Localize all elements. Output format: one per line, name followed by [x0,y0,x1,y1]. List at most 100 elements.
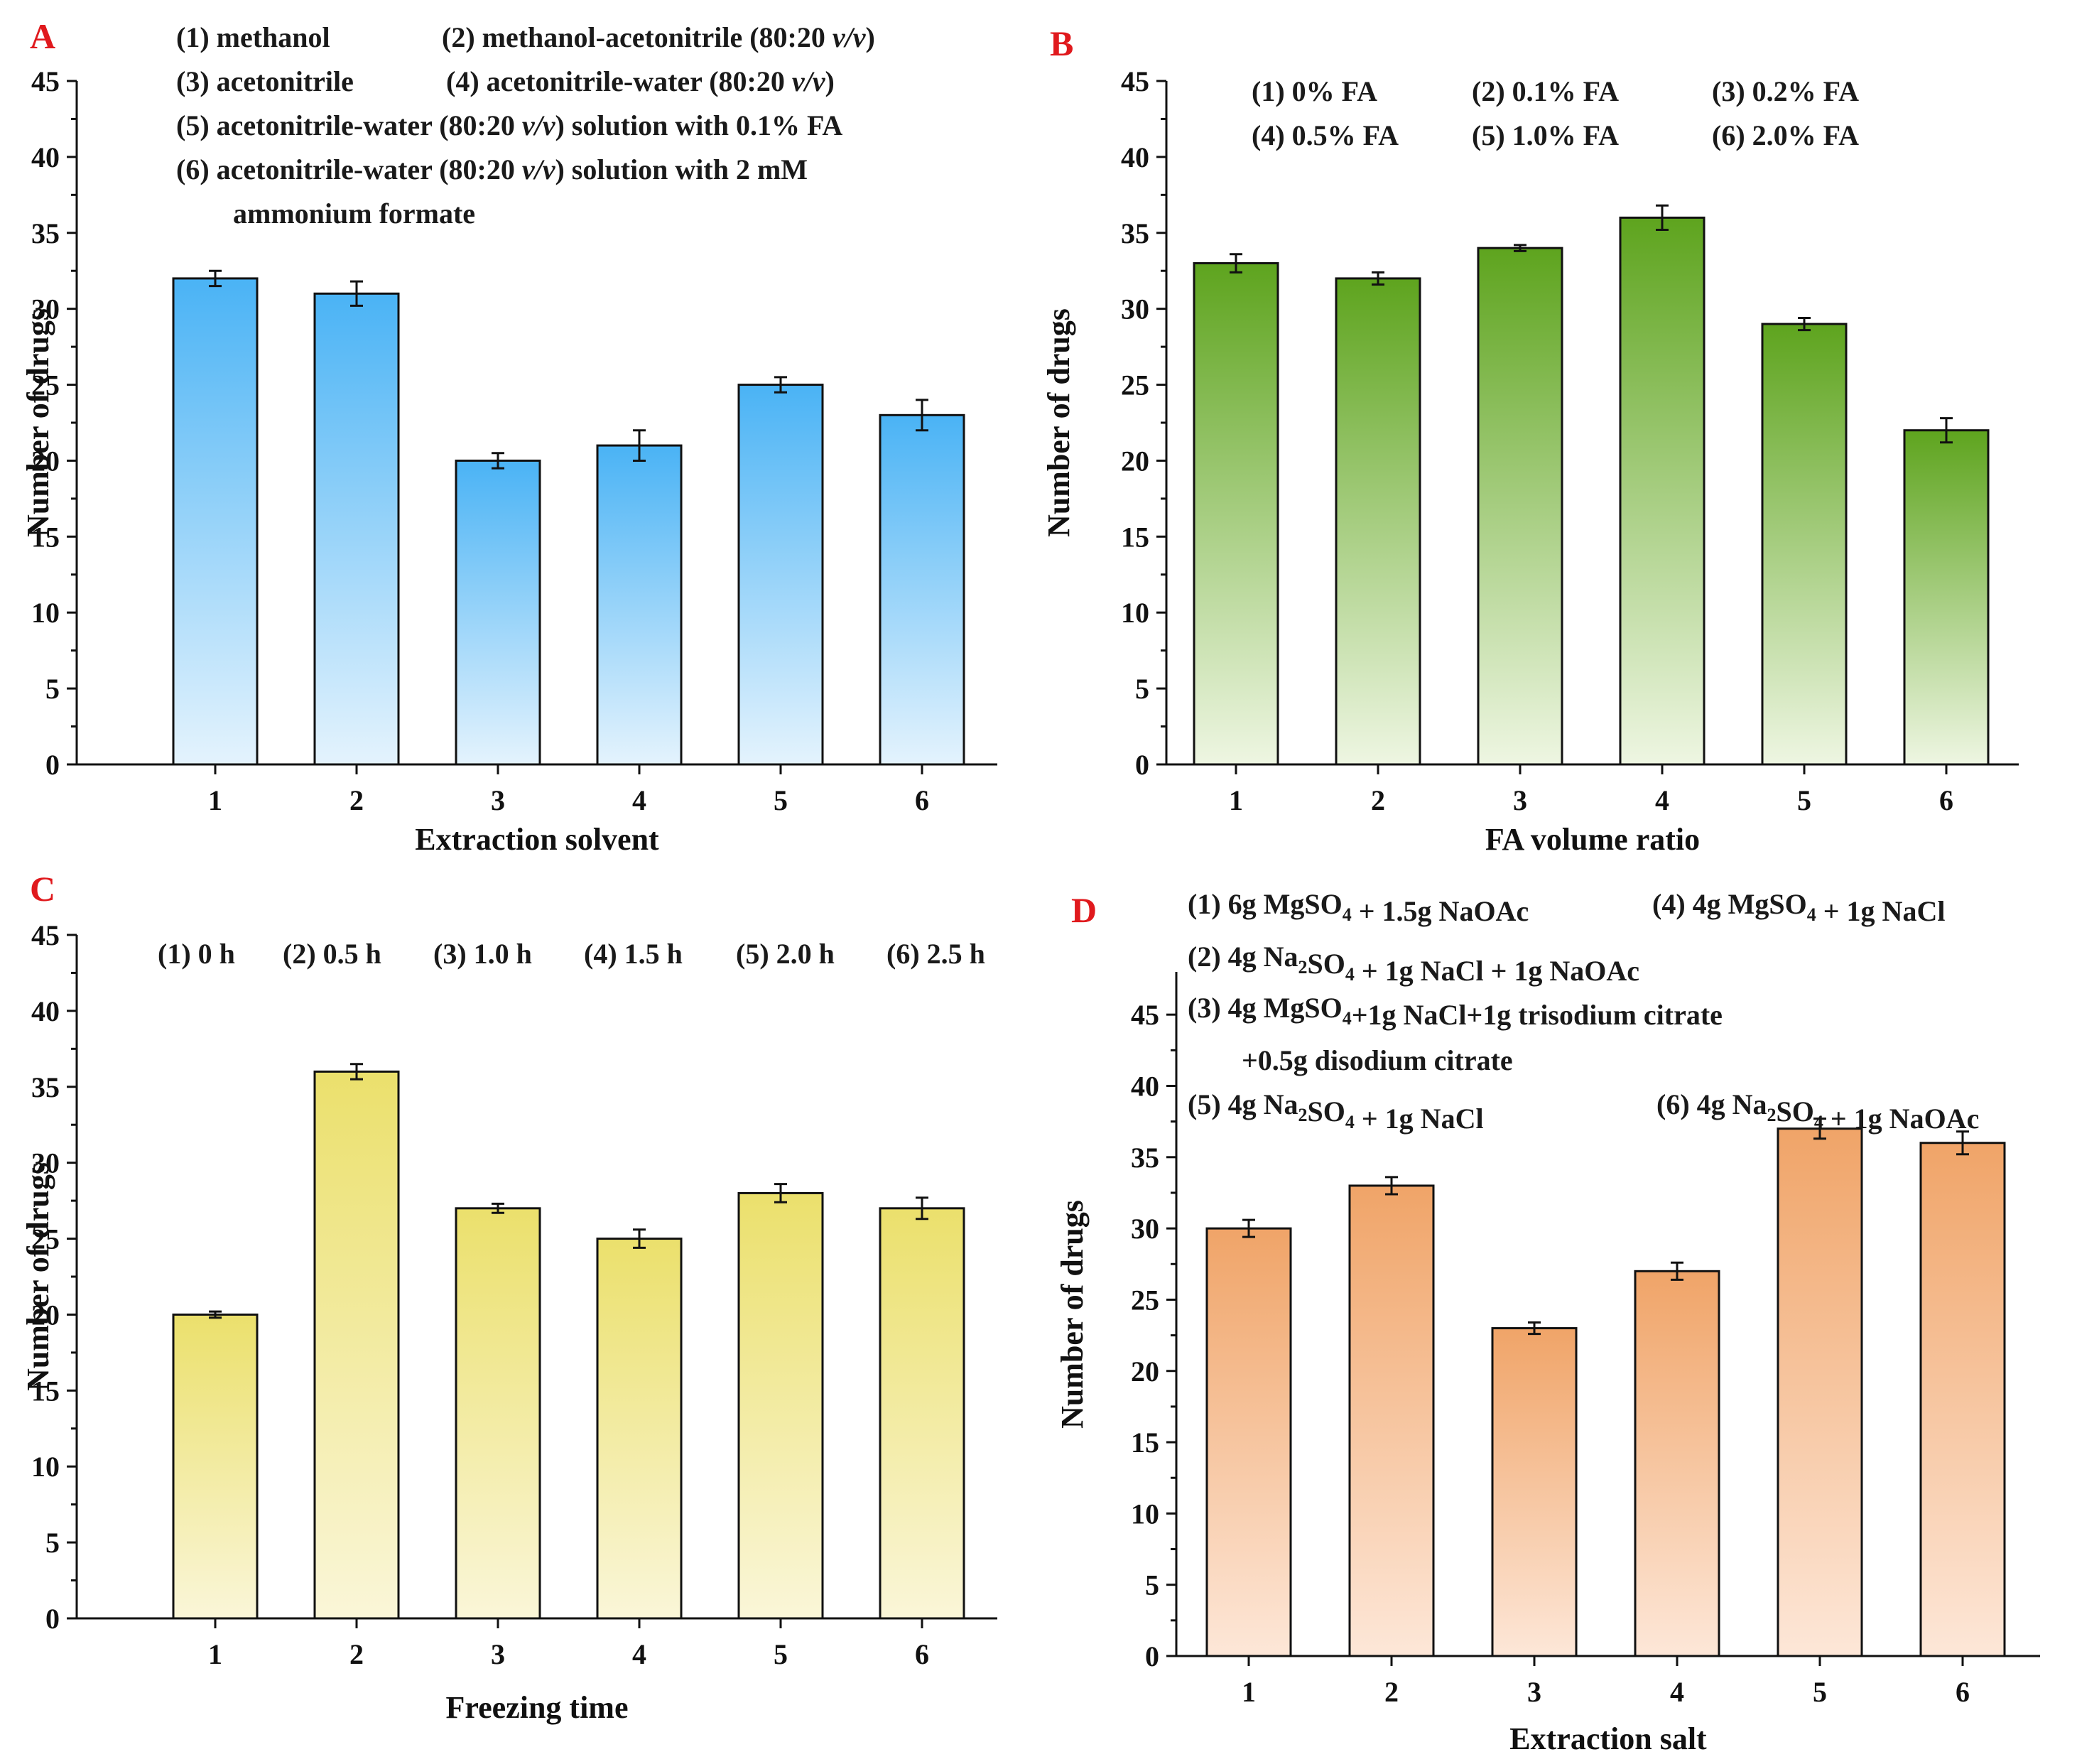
y-tick-label: 15 [1131,1427,1159,1459]
x-tick-label: 5 [1797,784,1811,816]
legend-entry: (4) acetonitrile-water (80:20 v/v) [446,65,835,97]
y-tick-label: 15 [1121,521,1149,553]
x-tick-label: 4 [1655,784,1669,816]
x-tick-label: 5 [1813,1676,1827,1708]
y-tick-label: 40 [31,141,60,173]
error-bar-3 [492,452,504,470]
y-tick-label: 5 [45,1527,60,1559]
legend-entry: (2) 4g Na2SO4 + 1g NaCl + 1g NaOAc [1188,941,1639,987]
panel-letter-d: D [1071,890,1097,930]
y-tick-label: 5 [45,673,60,705]
panel-letter-a: A [30,16,55,56]
y-tick-label: 30 [31,1147,60,1179]
error-bar-3 [1514,244,1526,252]
y-tick-label: 10 [31,1451,60,1483]
bar-2 [1348,1184,1435,1657]
bar-2 [313,292,400,766]
x-axis-title: Extraction salt [1509,1721,1707,1756]
bar-1 [1205,1227,1292,1657]
error-bar-1 [209,1310,222,1319]
y-axis-title: Number of drugs [21,1162,55,1391]
x-tick-label: 4 [1670,1676,1684,1708]
error-bar-6 [1940,417,1953,444]
bar-1 [172,277,259,766]
panel-letter-c: C [30,869,55,909]
bar-3 [1477,247,1563,766]
y-tick-label: 0 [45,749,60,781]
bar-6 [879,1207,965,1620]
error-bar-2 [1385,1176,1398,1196]
y-tick-label: 40 [1121,141,1149,173]
y-tick-label: 30 [31,293,60,325]
legend-entry: (1) 0 h [158,938,235,970]
legend-entry: +0.5g disodium citrate [1242,1044,1513,1076]
legend-entry: (6) acetonitrile-water (80:20 v/v) solut… [176,153,808,185]
bar-3 [455,1207,541,1620]
bar-5 [737,384,824,766]
x-axis-title: FA volume ratio [1485,822,1700,857]
error-bar-1 [209,269,222,288]
bar-5 [737,1191,824,1620]
x-tick-label: 3 [1513,784,1527,816]
legend-entry: (2) 0.1% FA [1472,75,1619,107]
y-axis-title: Number of drugs [1055,1200,1090,1429]
bar-2 [313,1070,400,1620]
y-tick-label: 25 [1121,369,1149,401]
x-tick-label: 2 [1384,1676,1399,1708]
bar-4 [1634,1270,1720,1657]
y-tick-label: 20 [1121,445,1149,477]
x-tick-label: 3 [1527,1676,1541,1708]
legend-entry: (2) 0.5 h [283,938,381,970]
y-tick-label: 25 [31,1223,60,1255]
y-tick-label: 25 [31,369,60,401]
error-bar-3 [492,1202,504,1214]
legend-entry: (6) 4g Na2SO4 + 1g NaOAc [1656,1088,1979,1135]
x-tick-label: 1 [208,1638,222,1670]
x-tick-label: 1 [208,784,222,816]
legend-entry: (3) 0.2% FA [1712,75,1859,107]
y-tick-label: 40 [31,995,60,1027]
x-tick-label: 3 [491,784,505,816]
y-tick-label: 45 [1121,65,1149,97]
bar-6 [1919,1142,2006,1657]
legend-entry: (5) 4g Na2SO4 + 1g NaCl [1188,1088,1484,1135]
x-tick-label: 1 [1242,1676,1256,1708]
bar-6 [879,413,965,766]
bar-4 [596,444,683,766]
x-tick-label: 6 [915,784,929,816]
bar-4 [1619,216,1705,766]
y-tick-label: 5 [1135,673,1149,705]
error-bar-6 [1956,1130,1969,1156]
error-bar-4 [633,1228,646,1249]
x-tick-label: 6 [1956,1676,1970,1708]
error-bar-5 [1813,1118,1826,1140]
y-tick-label: 10 [31,597,60,629]
y-tick-label: 35 [1131,1142,1159,1174]
legend-entry: (5) 2.0 h [736,938,835,970]
y-tick-label: 0 [1135,749,1149,781]
bar-1 [172,1313,259,1620]
x-tick-label: 6 [915,1638,929,1670]
bar-6 [1903,429,1990,766]
y-tick-label: 20 [31,1299,60,1331]
x-tick-label: 2 [349,784,364,816]
error-bar-2 [350,1063,363,1081]
y-tick-label: 30 [1121,293,1149,325]
x-tick-label: 2 [349,1638,364,1670]
y-tick-label: 5 [1145,1569,1159,1601]
legend-entry: ammonium formate [233,197,475,229]
error-bar-6 [916,1196,928,1221]
error-bar-2 [350,280,363,307]
legend-entry: (2) methanol-acetonitrile (80:20 v/v) [442,21,875,53]
x-tick-label: 2 [1371,784,1385,816]
bar-1 [1193,262,1279,766]
x-tick-label: 5 [774,1638,788,1670]
legend-entry: (4) 1.5 h [584,938,683,970]
x-tick-label: 4 [632,784,646,816]
x-tick-label: 6 [1939,784,1953,816]
